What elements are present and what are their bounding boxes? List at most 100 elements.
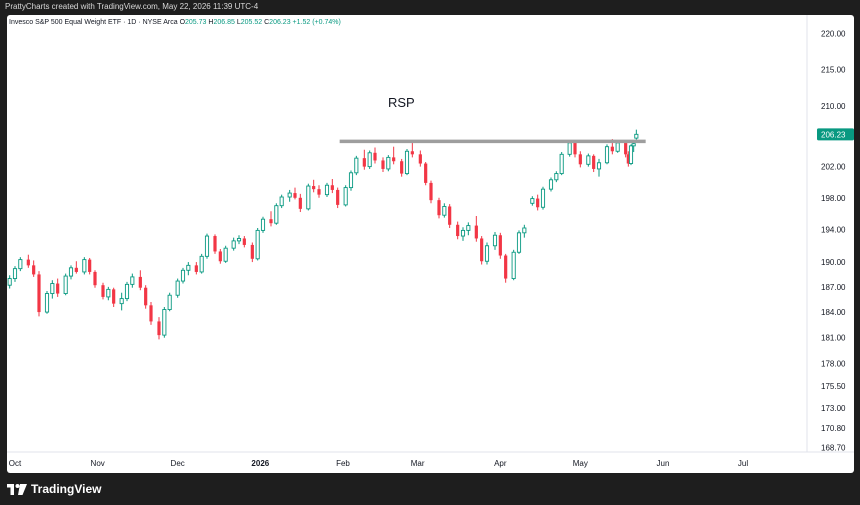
candle-body: [293, 193, 297, 198]
candle-body: [536, 198, 540, 208]
chart-panel[interactable]: 220.00215.00210.00206.00202.00198.00194.…: [7, 15, 854, 473]
candle: [186, 262, 191, 276]
candle-body: [56, 283, 60, 294]
candle-body: [223, 247, 228, 262]
candle: [559, 152, 564, 176]
candle-body: [484, 245, 490, 262]
candle-body: [615, 142, 620, 152]
time-tick-label: Nov: [91, 459, 105, 468]
high-label: H: [208, 19, 214, 26]
candle-body: [250, 244, 254, 259]
candle-body: [162, 309, 167, 336]
symbol-name: Invesco S&P 500 Equal Weight ETF · 1D · …: [9, 19, 178, 26]
candle: [56, 278, 60, 297]
candle: [274, 203, 279, 225]
price-tick-label: 187.00: [821, 283, 846, 292]
candle: [596, 158, 602, 177]
candle-body: [492, 234, 498, 247]
price-tick-label: 198.00: [821, 194, 846, 203]
candle-body: [312, 186, 316, 190]
candle-body: [596, 162, 602, 170]
candle: [522, 224, 527, 238]
chart-credit: PrattyCharts created with TradingView.co…: [5, 2, 259, 11]
candle: [367, 150, 372, 169]
candle-body: [317, 189, 321, 195]
price-tick-label: 175.50: [821, 382, 846, 391]
candle-body: [418, 154, 422, 164]
candle: [586, 153, 591, 167]
candle: [138, 270, 142, 291]
candle: [373, 147, 377, 164]
candle: [404, 148, 410, 176]
price-tick-label: 170.80: [821, 424, 846, 433]
price-tick-label: 202.00: [821, 163, 846, 172]
candle-body: [18, 259, 23, 270]
candle-body: [37, 274, 41, 313]
candle: [392, 146, 396, 165]
candle: [293, 187, 297, 200]
candle: [592, 154, 596, 173]
candle: [498, 232, 502, 259]
candle: [317, 185, 321, 198]
candle-body: [93, 271, 97, 286]
candle-body: [474, 225, 478, 239]
candle-body: [373, 152, 377, 161]
candle-body: [367, 152, 372, 168]
candle: [144, 285, 148, 309]
candle: [218, 248, 222, 264]
candle: [336, 187, 340, 209]
time-axis[interactable]: Oct Nov Dec 2026 Feb Mar Apr May Jun Jul: [9, 459, 749, 468]
candle: [536, 194, 540, 211]
candle-body: [386, 156, 391, 170]
candle-body: [88, 259, 92, 272]
candle-body: [592, 155, 596, 169]
candle: [354, 155, 359, 176]
candle-body: [324, 184, 330, 196]
candle: [511, 249, 516, 281]
time-tick-label: Jul: [738, 459, 748, 468]
candle: [418, 150, 422, 167]
candle-body: [540, 188, 546, 208]
candle-body: [68, 267, 74, 277]
candle: [298, 193, 302, 213]
candle-body: [330, 185, 334, 190]
candle-body: [180, 269, 186, 282]
candle: [442, 203, 447, 218]
candle-body: [610, 146, 614, 152]
candle: [466, 222, 471, 236]
candle: [516, 230, 522, 254]
candle-body: [119, 298, 124, 305]
price-tick-label: 168.70: [821, 443, 846, 452]
candle-body: [460, 229, 466, 237]
candle-body: [628, 145, 634, 164]
candle-body: [260, 218, 266, 231]
candle-body: [498, 235, 502, 256]
price-chart[interactable]: 220.00215.00210.00206.00202.00198.00194.…: [7, 15, 854, 473]
tradingview-logo[interactable]: TradingView: [7, 482, 101, 496]
candle-body: [242, 238, 246, 245]
last-price-badge-text: 206.23: [821, 130, 846, 139]
price-tick-label: 210.00: [821, 102, 846, 111]
candle-body: [392, 157, 396, 162]
candle-body: [530, 198, 535, 204]
candle: [88, 257, 92, 275]
candle: [626, 151, 630, 167]
candle: [223, 245, 228, 263]
candle: [167, 292, 172, 312]
candle: [119, 292, 124, 311]
candle-body: [404, 150, 410, 175]
price-axis[interactable]: 220.00215.00210.00206.00202.00198.00194.…: [821, 30, 846, 453]
candle-body: [186, 264, 191, 271]
candle: [628, 144, 634, 166]
candle: [175, 278, 180, 298]
time-tick-label: Apr: [494, 459, 507, 468]
candle: [74, 261, 78, 274]
candle-body: [149, 305, 153, 322]
time-tick-label: Jun: [657, 459, 670, 468]
change-value: +1.52 (+0.74%): [292, 19, 341, 26]
candle-body: [130, 276, 135, 285]
close-label: C: [264, 19, 270, 26]
candle: [480, 236, 484, 265]
candle: [504, 253, 508, 283]
candle: [194, 262, 198, 275]
